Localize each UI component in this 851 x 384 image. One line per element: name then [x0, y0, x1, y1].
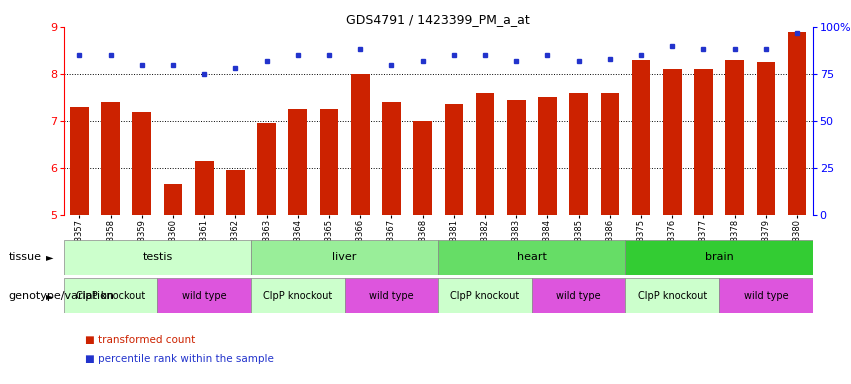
- Text: tissue: tissue: [9, 252, 42, 262]
- Text: ClpP knockout: ClpP knockout: [450, 291, 520, 301]
- Bar: [725, 60, 744, 215]
- Bar: [70, 107, 89, 215]
- Bar: [538, 98, 557, 215]
- Bar: [163, 184, 182, 215]
- Text: ►: ►: [46, 291, 54, 301]
- Text: ClpP knockout: ClpP knockout: [263, 291, 333, 301]
- Bar: [195, 161, 214, 215]
- Bar: [476, 93, 494, 215]
- Text: wild type: wild type: [182, 291, 226, 301]
- Bar: [788, 31, 807, 215]
- Bar: [601, 93, 620, 215]
- Text: wild type: wild type: [369, 291, 414, 301]
- Bar: [663, 69, 682, 215]
- Bar: [444, 104, 463, 215]
- Bar: [351, 74, 369, 215]
- Bar: [257, 123, 276, 215]
- Text: brain: brain: [705, 252, 734, 262]
- Text: genotype/variation: genotype/variation: [9, 291, 115, 301]
- Text: heart: heart: [517, 252, 547, 262]
- Bar: [64, 278, 157, 313]
- Bar: [288, 109, 307, 215]
- Bar: [101, 102, 120, 215]
- Bar: [569, 93, 588, 215]
- Bar: [625, 240, 813, 275]
- Text: ClpP knockout: ClpP knockout: [637, 291, 707, 301]
- Bar: [507, 100, 526, 215]
- Bar: [694, 69, 713, 215]
- Text: wild type: wild type: [744, 291, 788, 301]
- Bar: [438, 278, 532, 313]
- Bar: [345, 278, 438, 313]
- Text: liver: liver: [333, 252, 357, 262]
- Text: ■ percentile rank within the sample: ■ percentile rank within the sample: [85, 354, 274, 364]
- Bar: [532, 278, 625, 313]
- Bar: [757, 62, 775, 215]
- Bar: [625, 278, 719, 313]
- Bar: [382, 102, 401, 215]
- Bar: [251, 240, 438, 275]
- Bar: [631, 60, 650, 215]
- Text: testis: testis: [142, 252, 173, 262]
- Text: wild type: wild type: [557, 291, 601, 301]
- Text: ClpP knockout: ClpP knockout: [76, 291, 146, 301]
- Title: GDS4791 / 1423399_PM_a_at: GDS4791 / 1423399_PM_a_at: [346, 13, 530, 26]
- Bar: [414, 121, 432, 215]
- Bar: [438, 240, 625, 275]
- Text: ►: ►: [46, 252, 54, 262]
- Bar: [719, 278, 813, 313]
- Bar: [320, 109, 339, 215]
- Bar: [251, 278, 345, 313]
- Text: ■ transformed count: ■ transformed count: [85, 335, 196, 345]
- Bar: [226, 170, 245, 215]
- Bar: [157, 278, 251, 313]
- Bar: [133, 112, 151, 215]
- Bar: [64, 240, 251, 275]
